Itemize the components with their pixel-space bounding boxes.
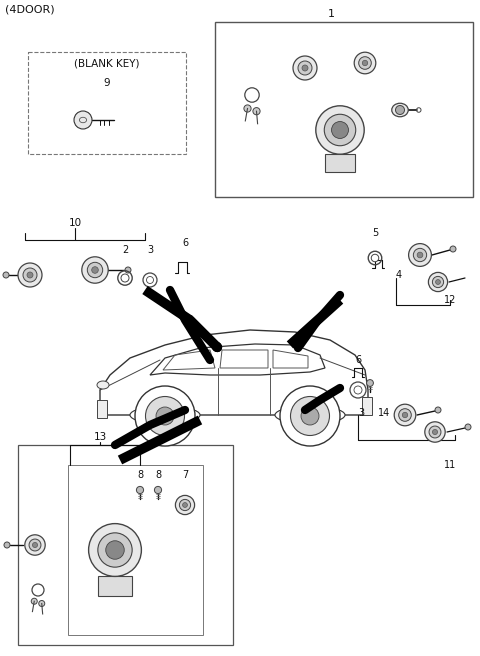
Circle shape xyxy=(25,535,45,555)
Circle shape xyxy=(180,499,191,510)
Circle shape xyxy=(3,272,9,278)
Circle shape xyxy=(92,267,98,274)
Circle shape xyxy=(428,272,447,292)
Circle shape xyxy=(432,276,444,287)
Polygon shape xyxy=(150,344,325,375)
Text: 12: 12 xyxy=(444,295,456,305)
Bar xyxy=(68,465,203,635)
Text: (4DOOR): (4DOOR) xyxy=(5,5,55,15)
Circle shape xyxy=(293,56,317,80)
Circle shape xyxy=(74,111,92,129)
Circle shape xyxy=(425,422,445,442)
Bar xyxy=(362,397,372,415)
Circle shape xyxy=(429,426,441,438)
Circle shape xyxy=(359,56,372,70)
Circle shape xyxy=(27,272,33,278)
Circle shape xyxy=(354,52,376,73)
Text: 4: 4 xyxy=(396,270,402,280)
Text: 3: 3 xyxy=(147,245,153,255)
Text: 7: 7 xyxy=(182,470,188,480)
Circle shape xyxy=(98,533,132,567)
Circle shape xyxy=(156,407,174,425)
Circle shape xyxy=(121,274,129,282)
Circle shape xyxy=(436,279,441,285)
Bar xyxy=(18,445,233,645)
Text: 8: 8 xyxy=(137,470,143,480)
Circle shape xyxy=(253,108,260,115)
Circle shape xyxy=(450,246,456,252)
Circle shape xyxy=(182,502,187,507)
Circle shape xyxy=(396,106,405,115)
Circle shape xyxy=(465,424,471,430)
Text: 11: 11 xyxy=(444,460,456,470)
Polygon shape xyxy=(100,330,368,415)
Circle shape xyxy=(371,255,379,262)
Circle shape xyxy=(316,106,364,154)
Circle shape xyxy=(280,386,340,446)
Text: 6: 6 xyxy=(355,355,361,365)
Text: 10: 10 xyxy=(69,218,82,228)
Circle shape xyxy=(18,263,42,287)
Circle shape xyxy=(136,486,144,493)
Ellipse shape xyxy=(392,103,408,117)
Ellipse shape xyxy=(130,406,200,424)
Text: 14: 14 xyxy=(378,408,390,418)
Circle shape xyxy=(417,252,423,258)
Bar xyxy=(324,154,355,172)
Circle shape xyxy=(298,61,312,75)
Circle shape xyxy=(145,396,184,436)
Text: 9: 9 xyxy=(104,78,110,88)
Circle shape xyxy=(175,495,194,514)
Circle shape xyxy=(23,268,37,282)
Circle shape xyxy=(89,523,142,577)
Circle shape xyxy=(394,404,416,426)
Circle shape xyxy=(146,276,154,283)
Circle shape xyxy=(362,60,368,66)
Text: (BLANK KEY): (BLANK KEY) xyxy=(74,58,140,68)
Bar xyxy=(97,400,107,418)
Circle shape xyxy=(33,543,37,548)
Text: 8: 8 xyxy=(155,470,161,480)
Text: 2: 2 xyxy=(122,245,128,255)
Circle shape xyxy=(367,380,373,386)
Circle shape xyxy=(432,430,438,434)
Circle shape xyxy=(87,262,103,277)
Bar xyxy=(28,52,186,154)
Text: 13: 13 xyxy=(94,432,107,442)
Text: 5: 5 xyxy=(372,228,378,238)
Circle shape xyxy=(399,409,411,421)
Ellipse shape xyxy=(275,406,345,424)
Circle shape xyxy=(106,541,124,559)
Circle shape xyxy=(31,598,37,604)
Circle shape xyxy=(39,600,45,607)
Ellipse shape xyxy=(97,381,109,389)
Circle shape xyxy=(125,267,131,273)
Circle shape xyxy=(354,386,362,394)
Circle shape xyxy=(413,249,427,262)
Text: 6: 6 xyxy=(182,238,188,248)
Circle shape xyxy=(4,542,10,548)
Circle shape xyxy=(82,256,108,283)
Circle shape xyxy=(29,539,41,551)
Circle shape xyxy=(435,407,441,413)
Circle shape xyxy=(155,486,162,493)
Circle shape xyxy=(302,65,308,71)
Circle shape xyxy=(408,243,432,266)
Bar xyxy=(98,577,132,596)
Circle shape xyxy=(135,386,195,446)
Circle shape xyxy=(332,121,348,138)
Circle shape xyxy=(324,114,356,146)
Circle shape xyxy=(402,413,408,418)
Circle shape xyxy=(244,105,251,112)
Circle shape xyxy=(290,396,329,436)
Bar xyxy=(215,22,473,197)
Text: 3: 3 xyxy=(358,408,364,418)
Circle shape xyxy=(301,407,319,425)
Text: 1: 1 xyxy=(327,9,335,19)
